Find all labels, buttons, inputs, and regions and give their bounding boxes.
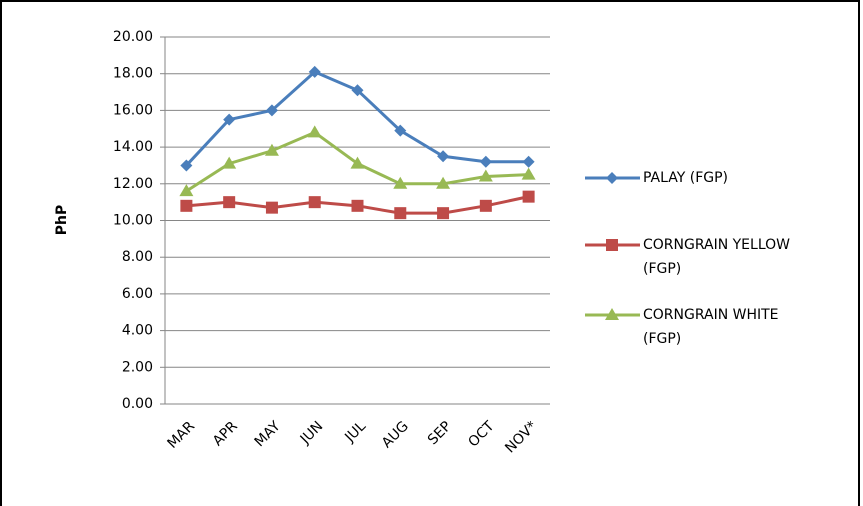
y-tick-label: 2.00	[122, 359, 153, 375]
y-tick-label: 8.00	[122, 249, 153, 265]
point	[179, 184, 194, 197]
point	[223, 196, 236, 209]
point	[479, 155, 492, 168]
y-tick-label: 10.00	[113, 213, 153, 229]
point	[180, 159, 193, 172]
point	[437, 150, 450, 163]
y-tick-label: 20.00	[113, 29, 153, 45]
point	[265, 201, 278, 214]
point	[606, 239, 618, 251]
x-tick-label: JUL	[341, 418, 369, 446]
y-tick-label: 12.00	[113, 176, 153, 192]
point	[437, 207, 450, 220]
legend-label: PALAY (FGP)	[643, 170, 728, 186]
point	[522, 190, 535, 203]
y-tick-label: 18.00	[113, 66, 153, 82]
x-tick-label: NOV*	[502, 418, 540, 456]
x-tick-label: JUN	[297, 418, 327, 448]
y-tick-label: 6.00	[122, 286, 153, 302]
point	[522, 155, 535, 168]
point	[436, 176, 451, 189]
point	[478, 169, 493, 182]
y-tick-label: 14.00	[113, 139, 153, 155]
point	[222, 156, 237, 169]
x-tick-label: MAY	[252, 418, 284, 450]
point	[308, 196, 321, 209]
point	[351, 199, 364, 212]
point	[393, 176, 408, 189]
point	[223, 113, 236, 126]
legend-label: CORNGRAIN YELLOW (FGP)	[643, 237, 790, 277]
point	[307, 125, 322, 138]
point	[350, 156, 365, 169]
x-tick-label: AUG	[379, 418, 412, 451]
legend-label: CORNGRAIN WHITE (FGP)	[643, 307, 779, 347]
point	[264, 143, 279, 156]
point	[308, 65, 321, 78]
x-tick-label: OCT	[465, 418, 497, 450]
point	[394, 207, 407, 220]
point	[521, 167, 536, 180]
y-tick-label: 4.00	[122, 323, 153, 339]
point	[180, 199, 193, 212]
point	[351, 84, 364, 97]
y-axis-label: PhP	[54, 205, 70, 236]
point	[605, 308, 619, 320]
x-tick-label: APR	[210, 418, 241, 449]
x-tick-label: SEP	[425, 418, 455, 448]
point	[265, 104, 278, 117]
point	[479, 199, 492, 212]
x-tick-label: MAR	[165, 418, 199, 452]
y-tick-label: 16.00	[113, 102, 153, 118]
y-tick-label: 0.00	[122, 396, 153, 412]
point	[606, 172, 618, 184]
point	[394, 124, 407, 137]
